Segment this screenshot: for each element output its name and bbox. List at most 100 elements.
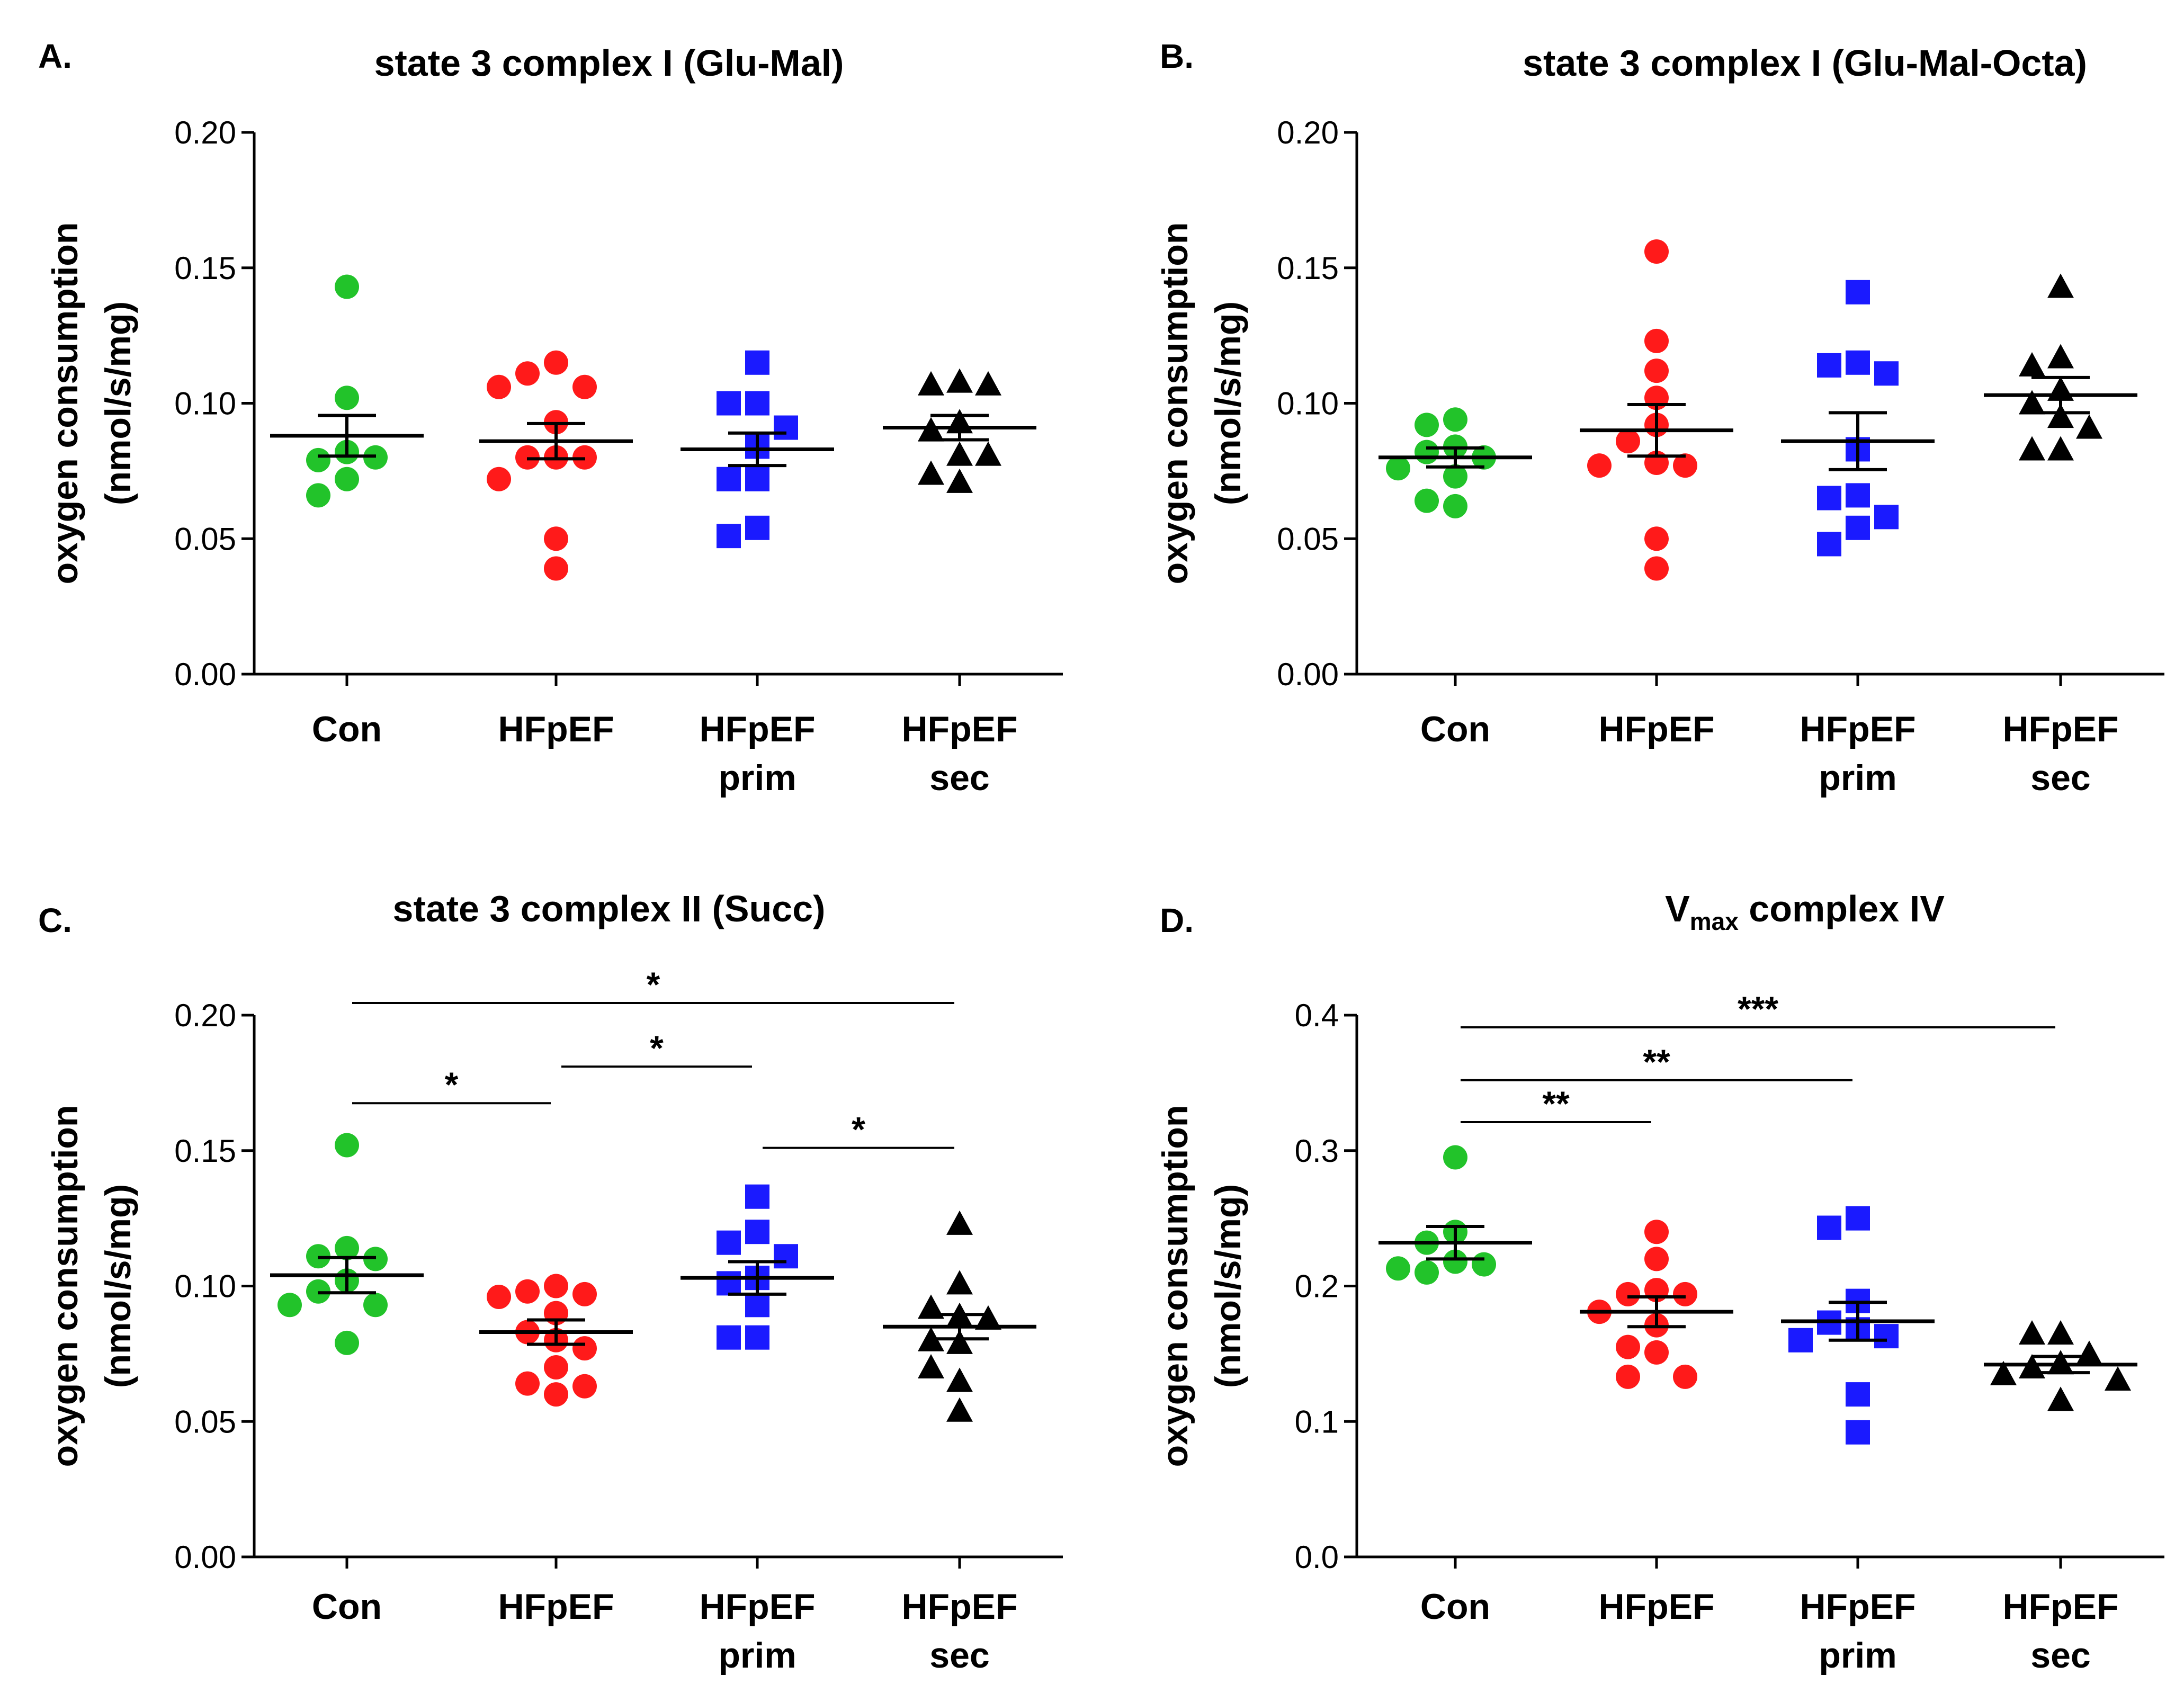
data-point — [544, 1355, 568, 1380]
data-point — [946, 441, 973, 466]
significance-label: *** — [1738, 989, 1778, 1028]
data-point — [946, 1329, 973, 1354]
data-point — [487, 374, 511, 399]
data-point — [946, 1397, 973, 1422]
data-point — [1616, 1334, 1640, 1359]
data-point — [335, 274, 359, 299]
data-point — [1644, 1220, 1669, 1244]
y-tick-label: 0.05 — [1277, 521, 1339, 557]
data-point — [1644, 1247, 1669, 1271]
y-axis-label: oxygen consumption — [1155, 1105, 1195, 1467]
data-point — [1846, 1420, 1870, 1445]
significance-label: ** — [1643, 1042, 1670, 1081]
y-tick-label: 0.00 — [174, 657, 236, 692]
x-tick-label: HFpEF — [498, 1587, 614, 1627]
data-point — [515, 361, 540, 386]
data-point — [572, 1282, 597, 1306]
data-point — [1874, 361, 1899, 386]
y-tick-label: 0.4 — [1295, 998, 1339, 1033]
panel-c: C. state 3 complex II (Succ) oxygen consum… — [38, 888, 1063, 1676]
y-tick-label: 0.15 — [174, 1133, 236, 1169]
y-tick-label: 0.15 — [174, 250, 236, 286]
data-point — [1443, 407, 1467, 432]
data-point — [717, 1230, 741, 1255]
y-axis-label: oxygen consumption — [45, 1105, 85, 1467]
significance-label: ** — [1542, 1084, 1570, 1123]
data-point — [2019, 390, 2045, 415]
data-point — [544, 1274, 568, 1298]
panel-letter: C. — [38, 901, 72, 939]
data-point — [975, 1305, 1001, 1330]
data-point — [2047, 404, 2074, 428]
x-tick-label: HFpEF — [1598, 1587, 1714, 1627]
y-tick-label: 0.10 — [174, 386, 236, 422]
x-tick-label: HFpEF prim — [699, 709, 815, 798]
data-point — [717, 1271, 741, 1296]
data-point — [1990, 1360, 2017, 1385]
y-tick-label: 0.0 — [1295, 1539, 1339, 1575]
data-point — [918, 1294, 944, 1319]
data-point — [335, 467, 359, 491]
data-point — [745, 350, 769, 375]
panel-title: state 3 complex I (Glu-Mal-Octa) — [1523, 42, 2087, 84]
data-point — [1846, 1206, 1870, 1231]
data-point — [1415, 413, 1439, 437]
data-point — [2105, 1366, 2131, 1391]
y-tick-label: 0.05 — [174, 521, 236, 557]
x-tick-label: HFpEF sec — [901, 1587, 1017, 1676]
data-point — [1644, 328, 1669, 353]
y-axis-label-units: (nmol/s/mg) — [1208, 1184, 1248, 1388]
data-point — [572, 374, 597, 399]
data-point — [2019, 436, 2045, 461]
data-point — [1673, 453, 1697, 478]
data-point — [544, 526, 568, 551]
data-point — [1846, 1382, 1870, 1407]
data-point — [487, 467, 511, 491]
data-point — [1673, 1364, 1697, 1389]
data-point — [1846, 350, 1870, 375]
data-point — [1616, 1364, 1640, 1389]
data-point — [1817, 532, 1841, 557]
data-point — [1644, 526, 1669, 551]
y-tick-label: 0.20 — [1277, 115, 1339, 150]
data-point — [1616, 1282, 1640, 1306]
x-tick-label: Con — [1420, 1587, 1490, 1627]
data-point — [515, 1279, 540, 1304]
data-point — [1443, 1249, 1467, 1274]
data-point — [1817, 353, 1841, 378]
data-point — [544, 1382, 568, 1407]
data-point — [335, 1133, 359, 1158]
data-point — [544, 556, 568, 581]
panel-letter: B. — [1160, 37, 1194, 75]
y-tick-label: 0.2 — [1295, 1269, 1339, 1304]
data-point — [946, 468, 973, 493]
data-point — [2047, 436, 2074, 461]
y-axis-label-units: (nmol/s/mg) — [98, 1184, 138, 1388]
data-point — [1846, 515, 1870, 540]
panel-letter: A. — [38, 37, 72, 75]
y-axis-label: oxygen consumption — [45, 222, 85, 585]
data-point — [717, 391, 741, 416]
data-point — [572, 1336, 597, 1361]
data-point — [1644, 1340, 1669, 1365]
data-point — [544, 350, 568, 375]
x-tick-label: HFpEF prim — [1800, 709, 1916, 798]
data-point — [717, 467, 741, 491]
panel-d: D. Vmax complex IV oxygen consumption (nmol… — [1155, 888, 2164, 1676]
data-point — [745, 1220, 769, 1244]
data-point — [774, 415, 798, 440]
x-tick-label: HFpEF — [498, 709, 614, 749]
x-tick-label: HFpEF prim — [1800, 1587, 1916, 1676]
data-point — [1788, 1328, 1813, 1352]
y-tick-label: 0.20 — [174, 998, 236, 1033]
data-point — [1415, 440, 1439, 464]
data-point — [1443, 1145, 1467, 1170]
data-point — [946, 1367, 973, 1392]
y-tick-label: 0.20 — [174, 115, 236, 150]
significance-label: * — [647, 965, 660, 1004]
significance-label: * — [445, 1065, 459, 1104]
x-tick-label: HFpEF sec — [901, 709, 1017, 798]
data-point — [1673, 1282, 1697, 1306]
data-point — [306, 483, 330, 508]
